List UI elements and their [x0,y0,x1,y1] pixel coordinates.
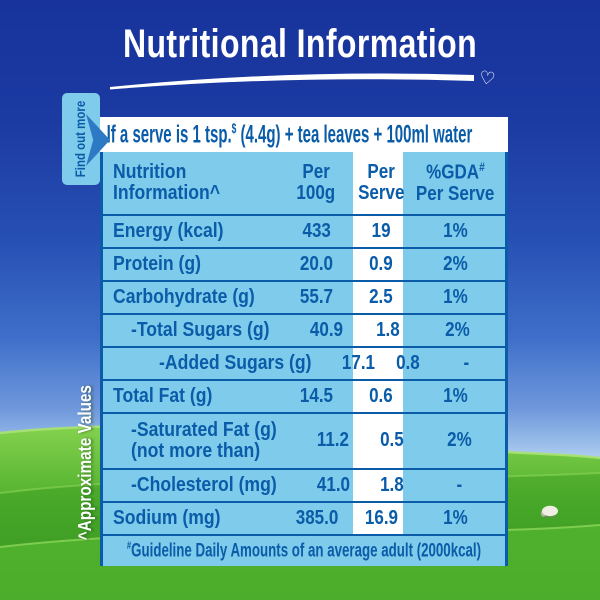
value-per-serve: 19 [371,219,391,242]
value-per-100g: 41.0 [316,473,350,496]
table-row: Protein (g) 20.0 0.9 2% [103,249,505,282]
nutrient-label: Carbohydrate (g) [113,285,255,308]
table-row: -Total Sugars (g) 40.9 1.8 2% [103,315,505,348]
serving-info-prefix: If a serve is 1 tsp. [106,120,232,149]
value-gda-per-serve: - [463,351,470,374]
approximate-values-note: ^Approximate Values [75,385,95,541]
value-per-serve: 2.5 [369,285,393,308]
heart-icon: ♡ [477,67,496,89]
page-title: Nutritional Information [122,22,478,66]
per-serve-highlight-column [353,152,403,536]
value-gda-per-serve: 1% [442,506,468,529]
nutrient-label: Sodium (mg) [113,506,221,529]
value-gda-per-serve: 1% [442,285,468,308]
nutrient-label: -Total Sugars (g) [131,318,270,341]
value-gda-per-serve: 2% [447,429,472,452]
value-gda-per-serve: - [456,473,463,496]
value-gda-per-serve: 2% [442,252,468,275]
value-gda-per-serve: 1% [442,219,468,242]
table-row: -Saturated Fat (g) (not more than) 11.2 0.5… [103,414,505,470]
serving-info-text: If a serve is 1 tsp.$ (4.4g) + tea leave… [100,119,473,149]
nutrient-label: -Saturated Fat (g) (not more than) [131,418,277,462]
table-row: -Cholesterol (mg) 41.0 1.8 - [103,470,505,503]
serving-info-suffix: (4.4g) + tea leaves + 100ml water [236,120,473,149]
nutrient-label: Energy (kcal) [113,219,224,242]
find-out-more-label: Find out more [73,100,88,178]
serving-info-bar: If a serve is 1 tsp.$ (4.4g) + tea leave… [100,117,508,152]
table-row: Total Fat (g) 14.5 0.6 1% [103,381,505,414]
header-per-serve: Per Serve [357,160,405,204]
nutrition-table: Nutrition Information^ Per 100g Per Serv… [100,152,508,566]
table-body: Energy (kcal) 433 19 1% Protein (g) 20.0 0.9 2%… [103,216,505,536]
value-per-serve: 0.5 [380,429,404,452]
nutrient-label: Protein (g) [113,252,201,275]
value-per-100g: 17.1 [341,351,375,374]
footnote-marker: # [126,539,132,552]
nutrient-label: -Added Sugars (g) [159,351,312,374]
value-per-100g: 55.7 [300,285,334,308]
value-per-100g: 11.2 [317,429,350,452]
value-gda-per-serve: 2% [445,318,471,341]
value-per-100g: 20.0 [300,252,334,275]
table-row: Energy (kcal) 433 19 1% [103,216,505,249]
value-per-100g: 433 [302,219,331,242]
underline-swoosh: ♡ [110,67,497,90]
header-per-100g: Per 100g [296,160,336,204]
value-per-serve: 16.9 [364,506,398,529]
nutrient-label: Total Fat (g) [113,384,213,407]
value-gda-per-serve: 1% [442,384,468,407]
table-row: Sodium (mg) 385.0 16.9 1% [103,503,505,536]
table-footnote: #Guideline Daily Amounts of an average a… [103,536,505,566]
value-per-100g: 14.5 [300,384,334,407]
table-header-row: Nutrition Information^ Per 100g Per Serv… [103,152,505,216]
sheep [540,505,558,518]
table-row: -Added Sugars (g) 17.1 0.8 - [103,348,505,381]
nutrient-label: -Cholesterol (mg) [131,473,277,496]
value-per-100g: 385.0 [295,506,339,529]
value-per-serve: 0.6 [369,384,393,407]
gda-footnote-marker: # [479,159,485,174]
header-nutrition-information: Nutrition Information^ [113,160,221,204]
value-per-serve: 1.8 [375,318,400,341]
value-per-serve: 0.8 [396,351,421,374]
serving-footnote-marker: $ [231,119,237,136]
value-per-serve: 1.8 [380,473,404,496]
table-row: Carbohydrate (g) 55.7 2.5 1% [103,282,505,315]
swoosh-line [110,73,474,90]
footnote-text: #Guideline Daily Amounts of an average a… [126,539,482,562]
value-per-100g: 40.9 [309,318,343,341]
value-per-serve: 0.9 [369,252,393,275]
header-gda-per-serve: %GDA# Per Serve [416,159,495,205]
